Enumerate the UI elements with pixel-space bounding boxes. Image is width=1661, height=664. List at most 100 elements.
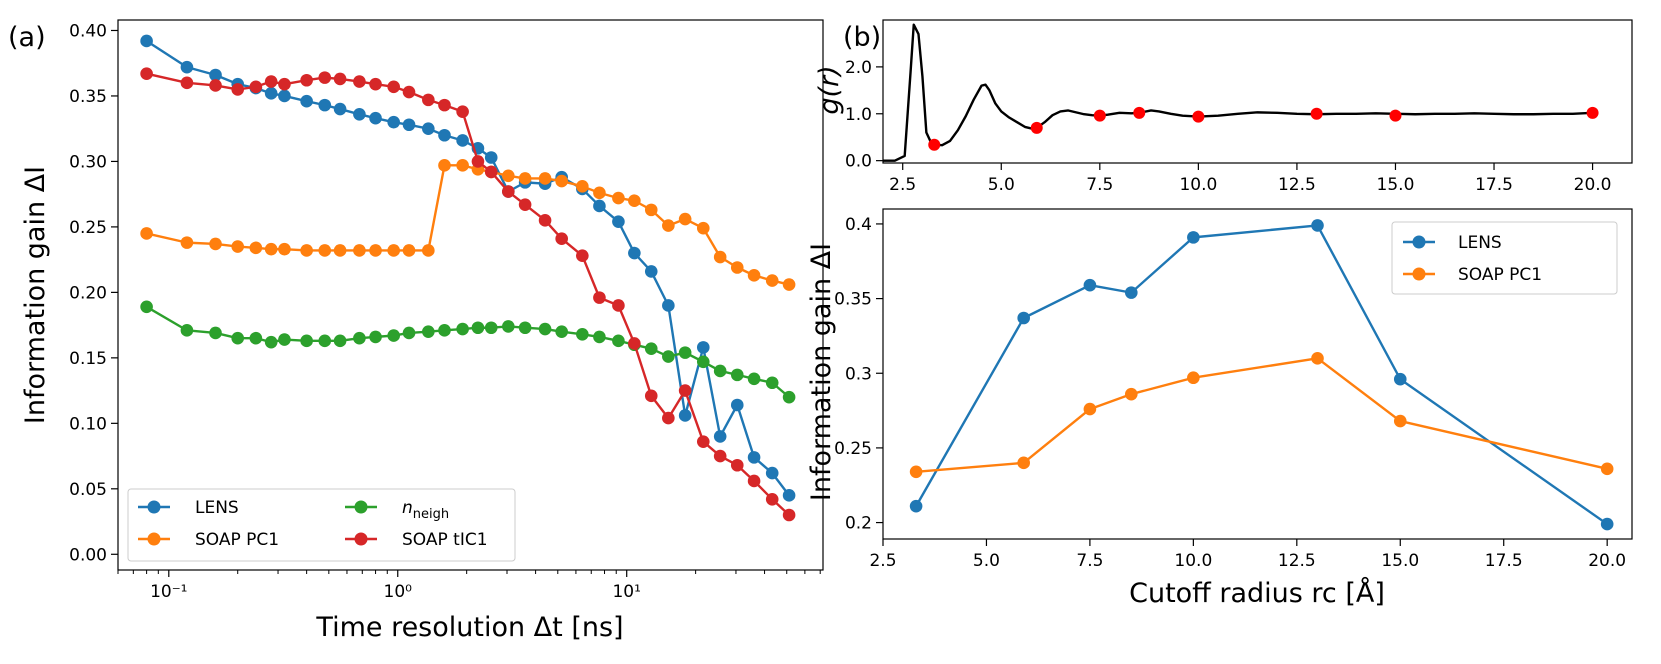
chart-b-top-point (1133, 106, 1146, 119)
chart-b-bottom-point-soap-pc1 (1017, 456, 1030, 470)
chart-b-top-point (1389, 109, 1402, 122)
chart-a-point-lens (628, 246, 641, 260)
chart-a-point-n-neigh (576, 327, 589, 341)
chart-a-point-n-neigh (518, 321, 532, 335)
chart-b-top-xtick-label: 2.5 (889, 175, 916, 195)
legend-item-soap-pc1: SOAP PC1 (138, 530, 279, 550)
chart-b-bottom-ylabel: Information gain ΔI (806, 243, 837, 501)
chart-a-point-soap-tic1 (438, 98, 451, 112)
chart-a-point-soap-pc1 (713, 250, 727, 264)
chart-a-point-lens (713, 430, 727, 443)
chart-b-bottom-series-line-lens (915, 224, 1608, 526)
chart-a-point-lens (730, 398, 744, 412)
chart-a-point-soap-tic1 (422, 93, 435, 107)
chart-a-ytick-label: 0.05 (69, 480, 107, 500)
legend-b-label-lens: LENS (1458, 233, 1502, 253)
chart-b-top-point (1093, 109, 1106, 122)
chart-a-point-n-neigh (662, 350, 675, 363)
chart-a-point-soap-pc1 (696, 221, 710, 235)
chart-a-point-lens (422, 122, 435, 135)
chart-a-point-n-neigh (438, 324, 451, 337)
chart-a-point-soap-pc1 (502, 169, 515, 183)
chart-a: 10⁻¹ 10⁰ 10¹ 0.00 0.05 0.10 0.15 0.20 0.25 0.30 0.… (20, 19, 824, 643)
chart-b-bottom-xtick-label: 5.0 (973, 551, 1000, 571)
chart-a-point-soap-tic1 (576, 249, 589, 263)
chart-a-point-soap-pc1 (209, 237, 222, 251)
chart-b-top-point (1586, 106, 1599, 119)
chart-a-point-n-neigh (180, 324, 194, 337)
chart-a-point-soap-tic1 (538, 214, 552, 227)
chart-a-point-n-neigh (387, 329, 400, 342)
chart-a-point-soap-tic1 (555, 232, 568, 245)
chart-b-top-ytick-label: 1.0 (845, 105, 872, 125)
chart-a-point-lens (456, 134, 469, 147)
chart-a-point-soap-pc1 (593, 186, 606, 200)
chart-a-point-soap-tic1 (140, 67, 153, 80)
chart-a-series-line-soap-pc1 (146, 164, 790, 286)
chart-a-point-soap-pc1 (369, 244, 382, 257)
chart-a-point-n-neigh (747, 372, 761, 386)
chart-a-point-lens (264, 87, 278, 100)
chart-b-bottom-point-lens (909, 499, 923, 513)
legend-item-lens: LENS (138, 498, 239, 518)
panel-label-a: (a) (8, 22, 46, 53)
chart-a-point-soap-pc1 (318, 244, 332, 257)
chart-a-point-lens (612, 215, 625, 228)
chart-a-point-soap-tic1 (402, 85, 416, 99)
chart-a-point-soap-pc1 (518, 172, 532, 185)
chart-a-point-soap-pc1 (576, 180, 589, 193)
chart-a-point-soap-pc1 (612, 191, 625, 205)
chart-a-point-soap-tic1 (484, 165, 498, 179)
chart-a-point-n-neigh (231, 331, 245, 345)
chart-a-point-soap-tic1 (369, 77, 382, 91)
chart-a-point-soap-pc1 (249, 241, 263, 255)
chart-a-point-soap-pc1 (765, 274, 779, 287)
chart-a-xlabel: Time resolution Δt [ns] (315, 612, 623, 643)
chart-a-point-soap-pc1 (456, 159, 469, 172)
chart-a-point-soap-tic1 (730, 458, 744, 472)
chart-a-point-soap-pc1 (678, 212, 692, 226)
chart-b-bottom-point-soap-pc1 (1600, 462, 1614, 476)
chart-b-top-xtick-label: 5.0 (988, 175, 1015, 195)
chart-a-point-n-neigh (402, 326, 416, 340)
chart-b-top-point (1030, 121, 1043, 134)
legend-b-label-soap-pc1: SOAP PC1 (1458, 265, 1542, 285)
chart-b-bottom-xtick-label: 7.5 (1076, 551, 1103, 571)
chart-a-point-soap-tic1 (662, 411, 675, 425)
chart-a-point-n-neigh (369, 330, 382, 344)
chart-a-point-n-neigh (300, 334, 313, 348)
chart-a-point-soap-tic1 (713, 449, 727, 463)
chart-a-point-soap-pc1 (333, 244, 347, 257)
chart-a-point-n-neigh (264, 335, 278, 349)
chart-a-point-lens (300, 94, 313, 108)
chart-b-top-point (1192, 110, 1205, 123)
chart-a-ytick-label: 0.10 (69, 414, 107, 434)
chart-a-point-lens (278, 89, 291, 103)
chart-b-bottom-xtick-label: 20.0 (1588, 551, 1626, 571)
chart-a-point-lens (484, 151, 498, 164)
chart-b-top-point (1310, 107, 1323, 120)
chart-a-point-soap-pc1 (353, 244, 366, 257)
chart-b-top-xtick-label: 10.0 (1179, 175, 1217, 195)
chart-b-bottom-xtick-label: 12.5 (1278, 551, 1316, 571)
chart-a-point-n-neigh (713, 364, 727, 378)
chart-a-point-n-neigh (502, 320, 515, 333)
chart-b-top-frame (882, 19, 1633, 164)
chart-b-top-xtick-label: 12.5 (1278, 175, 1316, 195)
chart-a-point-n-neigh (765, 376, 779, 390)
chart-b-bottom: 2.5 5.0 7.5 10.0 12.5 15.0 17.5 20.0 0.2 0.25 0.3 0… (806, 208, 1633, 609)
chart-a-point-soap-tic1 (782, 508, 796, 522)
legend-item-soap-tic1: SOAP tIC1 (345, 530, 488, 550)
chart-a-point-lens (678, 409, 692, 422)
chart-a-point-soap-tic1 (678, 384, 692, 397)
chart-a-point-soap-pc1 (387, 244, 400, 257)
chart-b-bottom-ytick-label: 0.2 (845, 514, 872, 534)
chart-a-point-lens (369, 111, 382, 125)
chart-a-point-n-neigh (730, 368, 744, 382)
chart-b-bottom-point-soap-pc1 (1083, 402, 1097, 416)
chart-a-point-soap-pc1 (555, 174, 568, 188)
chart-a-point-lens (765, 466, 779, 480)
chart-a-point-n-neigh (696, 355, 710, 369)
chart-a-legend: LENS SOAP PC1 nneigh SOAP tIC1 (127, 488, 516, 562)
